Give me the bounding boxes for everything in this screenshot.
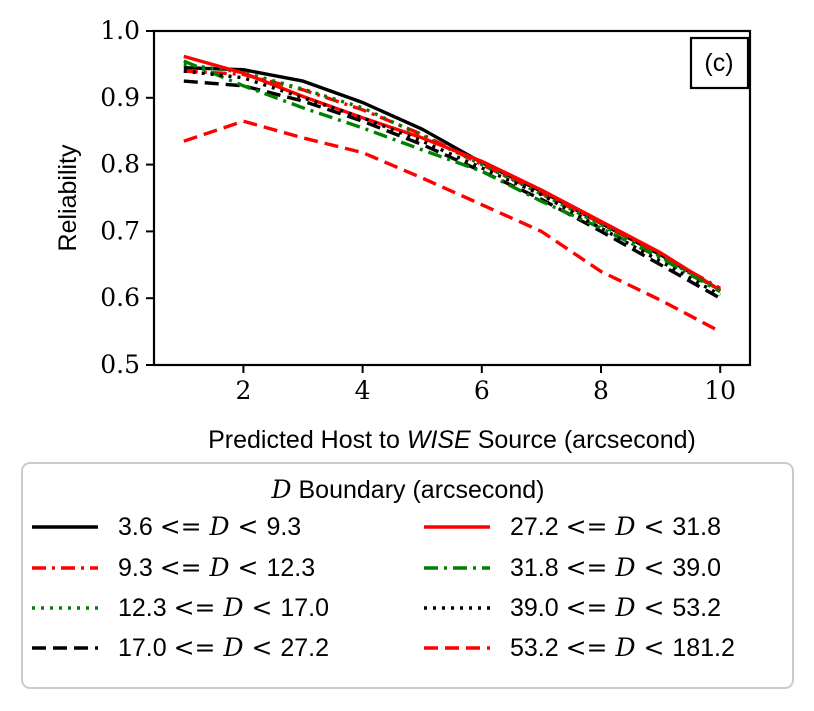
x-axis-label: Predicted Host to WISE Source (arcsecond… [208, 426, 696, 454]
legend-title-text: Boundary (arcsecond) [292, 476, 545, 504]
x-tick-label: 6 [474, 376, 490, 405]
legend-title-math: D [271, 475, 292, 504]
y-tick-label: 0.9 [100, 83, 140, 112]
y-tick-label: 0.8 [100, 150, 140, 179]
legend-label: 39.0 <= D < 53.2 [510, 593, 721, 622]
legend-label: 27.2 <= D < 31.8 [510, 512, 721, 541]
series-line-8 [183, 119, 721, 334]
legend-label: 9.3 <= D < 12.3 [118, 553, 315, 582]
series-line-7 [183, 69, 722, 297]
x-axis-label-italic: WISE [407, 426, 471, 454]
x-tick-label: 4 [355, 376, 371, 405]
x-axis-label-prefix: Predicted Host to [208, 426, 407, 454]
legend-label: 31.8 <= D < 39.0 [510, 553, 721, 582]
legend-label: 3.6 <= D < 9.3 [118, 512, 301, 541]
series-line-6 [183, 59, 722, 293]
panel-label-box [689, 36, 750, 90]
series-lines [183, 54, 722, 334]
x-tick-label: 2 [235, 376, 251, 405]
legend-label: 17.0 <= D < 27.2 [118, 633, 329, 662]
plot-area [154, 31, 750, 365]
series-line-4 [183, 79, 722, 300]
y-tick-label: 0.7 [100, 216, 140, 245]
y-tick-label: 1.0 [100, 16, 140, 45]
y-axis-label: Reliability [54, 144, 82, 251]
x-tick-label: 8 [593, 376, 609, 405]
x-axis-label-suffix: Source (arcsecond) [471, 426, 696, 454]
legend-box [21, 462, 794, 689]
legend-label: 12.3 <= D < 17.0 [118, 593, 329, 622]
legend-label: 53.2 <= D < 181.2 [510, 633, 735, 662]
x-tick-label: 10 [704, 376, 736, 405]
panel-label: (c) [704, 49, 733, 77]
plot-frame [152, 29, 752, 367]
series-line-1 [183, 66, 722, 292]
legend-title: D Boundary (arcsecond) [271, 475, 545, 504]
legend-entries: 3.6 <= D < 9.3 9.3 <= D < 12.3 12.3 <= D <… [32, 512, 735, 662]
series-line-3 [183, 62, 722, 292]
y-tick-label: 0.6 [100, 283, 140, 312]
series-line-5 [183, 54, 722, 292]
y-tick-label: 0.5 [100, 350, 140, 379]
axis-ticks: 2 4 6 8 10 0.5 0.6 0.7 0.8 0.9 1.0 [100, 16, 736, 405]
